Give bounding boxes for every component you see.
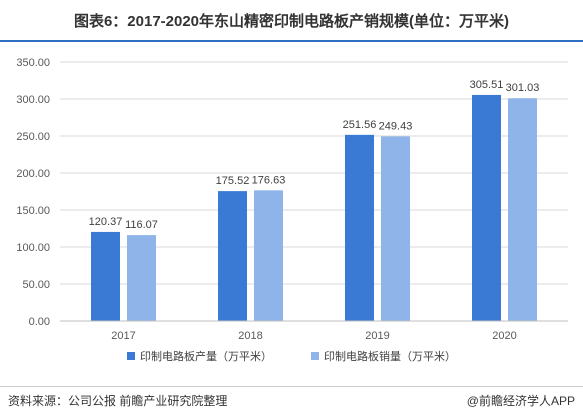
bar-production-2018 <box>218 191 247 321</box>
bar-production-2020 <box>472 94 501 321</box>
legend-label: 印制电路板产量（万平米） <box>140 349 272 363</box>
title-divider <box>0 40 583 42</box>
y-tick-label: 50.00 <box>22 279 50 291</box>
data-label: 176.63 <box>252 174 286 186</box>
chart-title: 图表6：2017-2020年东山精密印制电路板产销规模(单位：万平米) <box>73 13 510 30</box>
data-label: 249.43 <box>379 120 413 132</box>
legend-swatch <box>127 352 135 360</box>
bar-sales-2018 <box>254 190 283 321</box>
source-note: 资料来源：公司公报 前瞻产业研究院整理 <box>8 394 228 408</box>
y-tick-label: 200.00 <box>16 168 50 180</box>
x-tick-label: 2018 <box>238 330 262 342</box>
bar-sales-2020 <box>508 98 537 322</box>
bar-chart: 0.00 50.00 100.00 150.00 200.00 250.00 300.00 3… <box>16 57 568 363</box>
footer-divider <box>0 386 583 387</box>
bars: 120.37 116.07 175.52 176.63 251.56 249.43 305.… <box>89 79 540 322</box>
x-tick-label: 2019 <box>365 330 389 342</box>
x-tick-label: 2020 <box>492 330 516 342</box>
y-tick-label: 250.00 <box>16 131 50 143</box>
data-label: 251.56 <box>343 119 377 131</box>
bar-sales-2017 <box>127 235 156 321</box>
y-tick-label: 150.00 <box>16 205 50 217</box>
legend: 印制电路板产量（万平米） 印制电路板销量（万平米） <box>127 349 456 363</box>
bar-production-2017 <box>91 231 120 321</box>
legend-label: 印制电路板销量（万平米） <box>324 349 456 363</box>
x-axis: 2017 2018 2019 2020 <box>60 320 568 342</box>
y-tick-label: 350.00 <box>16 57 50 69</box>
x-tick-label: 2017 <box>111 330 135 342</box>
y-tick-label: 300.00 <box>16 94 50 106</box>
data-label: 116.07 <box>125 219 158 231</box>
bar-sales-2019 <box>381 136 410 321</box>
bar-production-2019 <box>345 134 374 321</box>
y-tick-label: 100.00 <box>16 242 50 254</box>
data-label: 120.37 <box>89 216 123 228</box>
data-label: 175.52 <box>216 175 250 187</box>
data-label: 301.03 <box>506 82 540 94</box>
data-label: 305.51 <box>470 79 504 91</box>
legend-swatch <box>311 352 319 360</box>
y-axis: 0.00 50.00 100.00 150.00 200.00 250.00 300.00 3… <box>16 57 50 328</box>
brand-label: @前瞻经济学人APP <box>466 394 575 408</box>
y-tick-label: 0.00 <box>29 316 50 328</box>
